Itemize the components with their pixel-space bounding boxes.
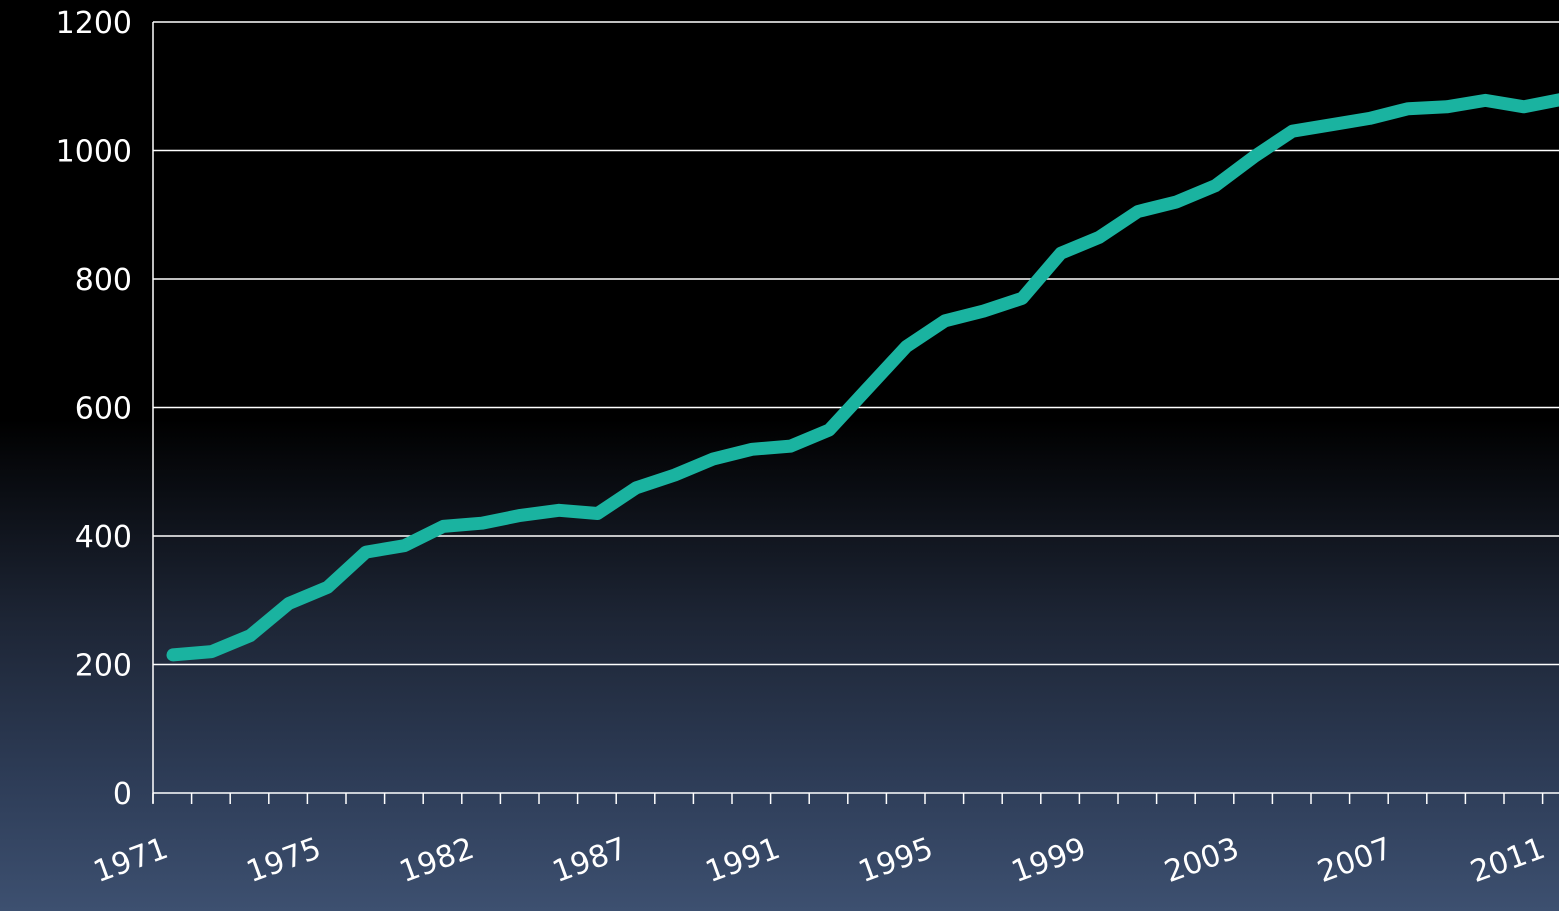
data-point <box>635 487 637 489</box>
y-axis-tick-labels: 0 200 400 600 800 1000 1200 <box>56 6 132 812</box>
data-point <box>288 602 290 604</box>
data-point <box>1021 297 1023 299</box>
data-point <box>1407 108 1409 110</box>
series-line-0 <box>166 93 1559 662</box>
data-point <box>944 320 946 322</box>
data-point <box>211 651 213 653</box>
x-tick-label-1982: 1982 <box>395 831 479 890</box>
x-tick-label-1999: 1999 <box>1007 831 1091 890</box>
data-point <box>365 551 367 553</box>
data-point <box>1253 156 1255 158</box>
data-point <box>1484 99 1486 101</box>
y-tick-label-200: 200 <box>75 649 132 684</box>
data-point <box>828 429 830 431</box>
y-tick-label-400: 400 <box>75 520 132 555</box>
data-point <box>249 635 251 637</box>
y-tick-label-600: 600 <box>75 392 132 427</box>
data-point <box>1176 201 1178 203</box>
y-tick-label-1000: 1000 <box>56 135 132 170</box>
y-tick-label-1200: 1200 <box>56 6 132 41</box>
x-tick-label-1975: 1975 <box>242 831 326 890</box>
x-tick-label-2003: 2003 <box>1160 831 1244 890</box>
data-point <box>1369 117 1371 119</box>
data-point <box>597 513 599 515</box>
x-tick-label-1991: 1991 <box>701 831 785 890</box>
data-point <box>442 525 444 527</box>
y-tick-label-800: 800 <box>75 263 132 298</box>
data-point <box>1060 252 1062 254</box>
x-tick-label-1987: 1987 <box>548 831 632 890</box>
axes <box>152 22 1559 804</box>
data-point <box>519 514 521 516</box>
x-tick-label-2007: 2007 <box>1313 831 1397 890</box>
data-point <box>404 545 406 547</box>
data-point <box>712 458 714 460</box>
data-point <box>751 448 753 450</box>
data-point <box>1137 211 1139 213</box>
data-point <box>1330 124 1332 126</box>
data-point <box>1523 106 1525 108</box>
x-axis-tick-labels: 1971 1975 1982 1987 1991 1995 1999 2003 2007 2011 <box>89 831 1550 890</box>
data-point <box>1098 236 1100 238</box>
data-point <box>481 522 483 524</box>
x-tick-label-2011: 2011 <box>1466 831 1550 890</box>
series-group <box>166 93 1559 662</box>
data-point <box>983 310 985 312</box>
x-tick-label-1971: 1971 <box>89 831 173 890</box>
data-point <box>905 345 907 347</box>
data-point <box>790 445 792 447</box>
data-point <box>1446 106 1448 108</box>
data-point <box>1214 185 1216 187</box>
data-point <box>1291 130 1293 132</box>
data-point <box>558 509 560 511</box>
data-point <box>867 387 869 389</box>
y-tick-label-0: 0 <box>113 777 132 812</box>
data-point <box>172 654 174 656</box>
x-tick-label-1995: 1995 <box>854 831 938 890</box>
data-point <box>674 474 676 476</box>
data-point <box>326 586 328 588</box>
